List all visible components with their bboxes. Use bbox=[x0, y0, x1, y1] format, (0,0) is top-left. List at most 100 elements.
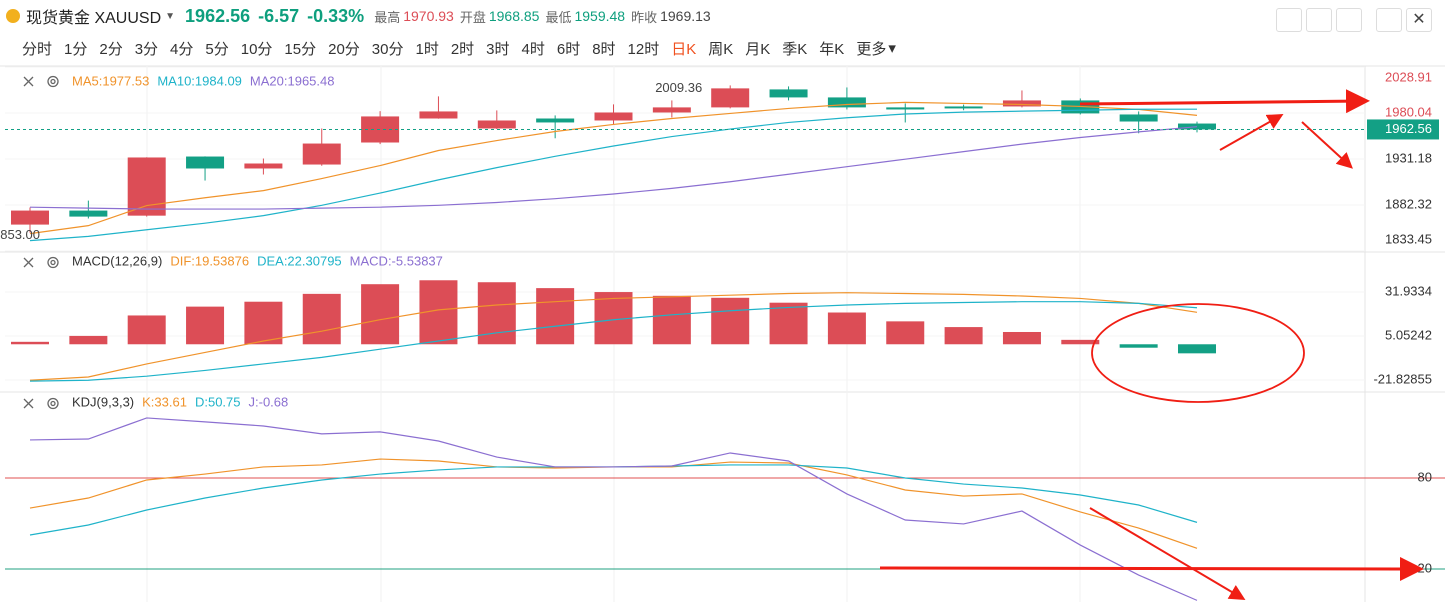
indicator-line bbox=[29, 417, 1198, 601]
candle-body bbox=[944, 106, 983, 109]
period-tab[interactable]: 2时 bbox=[450, 40, 475, 58]
period-tab[interactable]: 12时 bbox=[627, 40, 660, 58]
open-label: 开盘 bbox=[459, 9, 486, 25]
legend-entry: D:50.75 bbox=[195, 394, 241, 409]
indicator-line bbox=[29, 108, 1198, 242]
period-tab[interactable]: 5分 bbox=[205, 40, 229, 58]
price: 1962.56 bbox=[185, 5, 251, 26]
y-tick-label: -21.82855 bbox=[1373, 371, 1432, 386]
legend-entry: J:-0.68 bbox=[249, 394, 289, 409]
macd-bar bbox=[127, 315, 166, 345]
legend-entry: MACD(12,26,9) bbox=[72, 253, 162, 268]
macd-bar bbox=[69, 335, 108, 345]
annotations bbox=[879, 89, 1424, 601]
macd-bar bbox=[302, 293, 341, 345]
period-tab[interactable]: 更多 bbox=[856, 40, 887, 58]
legend-entry: DEA:22.30795 bbox=[257, 253, 342, 268]
period-tab[interactable]: 20分 bbox=[328, 40, 360, 58]
macd-bar bbox=[1119, 344, 1158, 348]
period-tab[interactable]: 1分 bbox=[64, 40, 88, 58]
period-tab[interactable]: 15分 bbox=[284, 40, 317, 58]
macd-bar bbox=[944, 327, 983, 345]
legend-entry: MA10:1984.09 bbox=[157, 73, 242, 88]
macd-bar bbox=[1002, 331, 1041, 345]
symbol[interactable]: 现货黄金 XAUUSD bbox=[26, 10, 162, 27]
candle-body bbox=[652, 107, 691, 113]
period-tab[interactable]: 日K bbox=[671, 40, 697, 58]
period-tab[interactable]: 年K bbox=[819, 40, 845, 58]
macd-bar bbox=[361, 284, 400, 345]
candle-body bbox=[536, 118, 575, 123]
y-tick-label: 1882.32 bbox=[1385, 196, 1432, 211]
tool-button[interactable] bbox=[1336, 8, 1362, 32]
candle-body bbox=[827, 97, 866, 108]
tool-button[interactable] bbox=[1276, 8, 1302, 32]
tool-button[interactable] bbox=[1306, 8, 1332, 32]
candle-body bbox=[769, 89, 808, 98]
high-label: 最高 bbox=[374, 9, 401, 25]
fullscreen-button[interactable] bbox=[1376, 8, 1402, 32]
period-tab[interactable]: 月K bbox=[745, 40, 771, 58]
more-caret: ▾ bbox=[888, 40, 896, 57]
candle-body bbox=[127, 157, 166, 216]
legend-entry: KDJ(9,3,3) bbox=[72, 394, 134, 409]
last-price-box bbox=[1367, 119, 1439, 140]
period-tab[interactable]: 1时 bbox=[415, 40, 439, 58]
change: -6.57 bbox=[258, 5, 300, 26]
macd-bar bbox=[536, 288, 575, 345]
y-tick-label: 1980.04 bbox=[1385, 104, 1432, 119]
indicator-line bbox=[29, 292, 1198, 381]
period-tab[interactable]: 10分 bbox=[240, 40, 273, 58]
y-tick-label: 5.05242 bbox=[1385, 327, 1432, 342]
period-tab[interactable]: 2分 bbox=[99, 40, 123, 58]
period-tab[interactable]: 3时 bbox=[486, 40, 510, 58]
candle-body bbox=[886, 107, 925, 110]
candle-body bbox=[1178, 123, 1216, 130]
candle-body bbox=[1002, 100, 1041, 107]
indicator-line bbox=[29, 301, 1198, 382]
y-tick-label: 2028.91 bbox=[1385, 69, 1432, 84]
macd-bar bbox=[11, 341, 49, 345]
plot: 2028.91 1980.04 1931.18 1882.32 1833.45 MA5:1… bbox=[0, 66, 1445, 601]
dropdown[interactable]: ▼ bbox=[165, 10, 176, 22]
candle-body bbox=[302, 143, 341, 165]
candle-body bbox=[477, 120, 516, 129]
indicator-line bbox=[29, 101, 1198, 235]
macd-bar bbox=[244, 301, 283, 345]
period-tab[interactable]: 3分 bbox=[134, 40, 159, 58]
legend-entry: MA20:1965.48 bbox=[250, 73, 335, 88]
legend-entry: MA5:1977.53 bbox=[72, 73, 149, 88]
period-tab[interactable]: 6时 bbox=[556, 40, 581, 58]
macd-bar bbox=[886, 321, 925, 345]
candle-body bbox=[244, 163, 283, 169]
macd-bar bbox=[711, 297, 750, 345]
candle-body bbox=[1119, 114, 1158, 122]
low-label: 最低 bbox=[545, 9, 572, 25]
period-tab[interactable]: 季K bbox=[782, 40, 808, 58]
period-tab[interactable]: 8时 bbox=[592, 40, 616, 58]
y-tick-label: 20 bbox=[1418, 560, 1432, 575]
last-price-label: 1962.56 bbox=[1385, 121, 1432, 136]
macd-bar bbox=[827, 312, 866, 345]
change-pct: -0.33% bbox=[307, 5, 365, 26]
prev-label: 昨收 bbox=[631, 9, 658, 25]
period-tab[interactable]: 30分 bbox=[371, 40, 404, 58]
y-tick-label: 80 bbox=[1418, 469, 1432, 484]
legend-entry: K:33.61 bbox=[142, 394, 187, 409]
period-tab[interactable]: 4分 bbox=[170, 40, 194, 58]
candle-body bbox=[594, 112, 633, 121]
high: 1970.93 bbox=[403, 8, 454, 24]
candle-body bbox=[711, 88, 750, 108]
max-label: 2009.36 bbox=[655, 80, 702, 95]
period-tab[interactable]: 4时 bbox=[521, 40, 545, 58]
macd-bar bbox=[1178, 344, 1216, 354]
header: 现货黄金 XAUUSD ▼ 1962.56 -6.57 -0.33% 最高 19… bbox=[0, 0, 711, 32]
macd-bar bbox=[652, 295, 691, 345]
close-button[interactable]: ✕ bbox=[1406, 8, 1432, 32]
period-tab[interactable]: 分时 bbox=[22, 40, 53, 58]
candle-body bbox=[419, 111, 458, 119]
period-tab[interactable]: 周K bbox=[708, 40, 734, 58]
macd-bar bbox=[769, 302, 808, 345]
candle-body bbox=[69, 210, 108, 217]
